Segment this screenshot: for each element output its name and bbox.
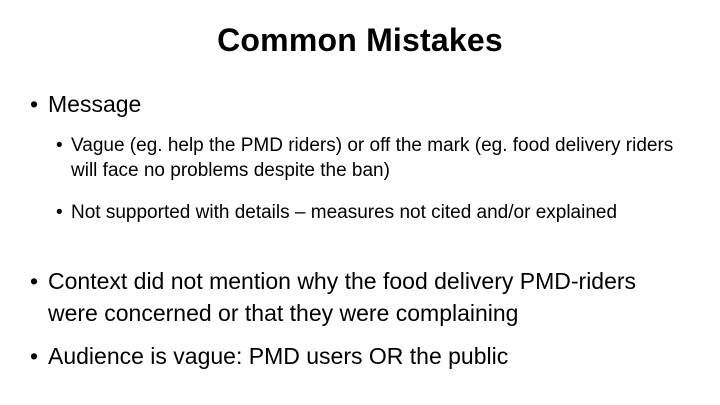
bullet-text: Context did not mention why the food del… — [48, 268, 637, 326]
bullet-marker: • — [56, 135, 63, 156]
bullet-marker: • — [30, 343, 39, 369]
sub-bullet-item: • Vague (eg. help the PMD riders) or off… — [56, 133, 686, 183]
bullet-marker: • — [30, 268, 39, 294]
bullet-item: • Audience is vague: PMD users OR the pu… — [30, 340, 690, 372]
bullet-item: • Message — [30, 88, 690, 120]
slide-title: Common Mistakes — [217, 22, 503, 58]
bullet-marker: • — [56, 202, 63, 223]
sub-bullet-item: • Not supported with details – measures … — [56, 200, 686, 225]
bullet-item: • Context did not mention why the food d… — [30, 265, 690, 329]
bullet-text: Vague (eg. help the PMD riders) or off t… — [71, 135, 674, 181]
bullet-text: Audience is vague: PMD users OR the publ… — [48, 343, 509, 369]
bullet-marker: • — [30, 91, 39, 117]
bullet-text: Message — [48, 91, 142, 117]
bullet-text: Not supported with details – measures no… — [71, 202, 618, 223]
